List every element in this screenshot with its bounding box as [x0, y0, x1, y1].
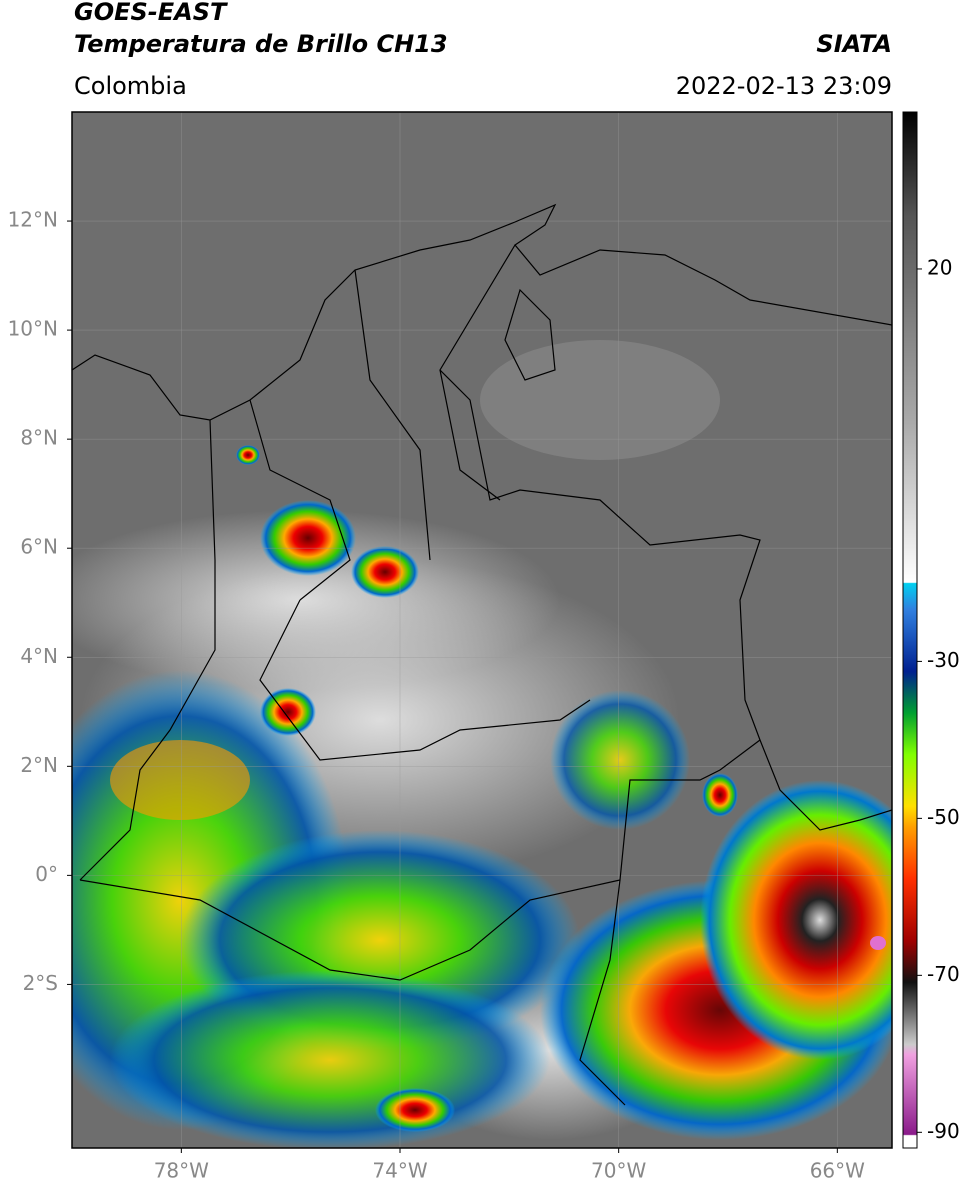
y-tick-label: 2°S [23, 971, 58, 995]
y-tick-label: 8°N [20, 426, 58, 450]
map-frame [71, 111, 893, 1149]
colorbar-tick-label: -50 [927, 805, 960, 829]
colorbar [902, 111, 918, 1149]
y-tick-label: 0° [35, 862, 58, 886]
colorbar-tick-label: 20 [927, 255, 952, 279]
source: SIATA [816, 30, 892, 58]
region: Colombia [74, 72, 187, 100]
x-tick-label: 70°W [591, 1159, 646, 1183]
x-tick-label: 74°W [372, 1159, 427, 1183]
x-tick-label: 66°W [810, 1159, 865, 1183]
colorbar-tick-label: -30 [927, 648, 960, 672]
satellite-image [72, 112, 892, 1148]
y-tick-label: 12°N [8, 208, 58, 232]
x-tick-label: 78°W [154, 1159, 209, 1183]
graticule [72, 112, 892, 1148]
y-tick-label: 10°N [8, 317, 58, 341]
borders [72, 203, 892, 1106]
subtitle: Temperatura de Brillo CH13 [74, 30, 448, 58]
y-tick-label: 6°N [20, 535, 58, 559]
timestamp: 2022-02-13 23:09 [676, 72, 892, 100]
y-tick-label: 4°N [20, 644, 58, 668]
colorbar-tick-label: -70 [927, 962, 960, 986]
colorbar-tick-label: -90 [927, 1119, 960, 1143]
title: GOES-EAST [74, 0, 228, 26]
y-tick-label: 2°N [20, 753, 58, 777]
